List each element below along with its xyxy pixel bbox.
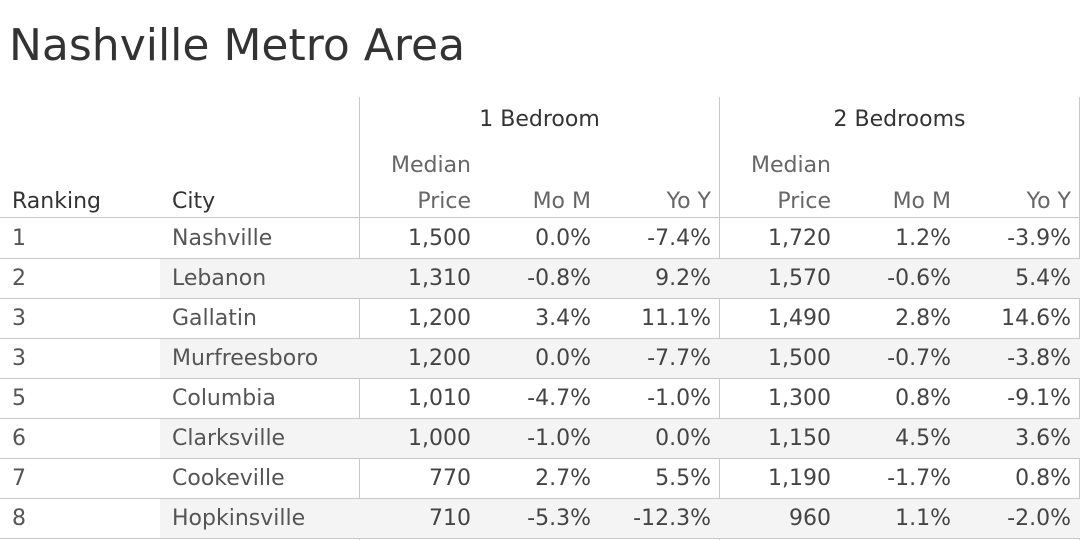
cell-city: Nashville bbox=[172, 226, 273, 251]
cell-city: Cookeville bbox=[172, 466, 285, 491]
cell-b1-price: 770 bbox=[429, 466, 471, 491]
row-divider bbox=[0, 378, 1080, 379]
cell-b1-mom: -0.8% bbox=[527, 266, 591, 291]
cell-b2-yoy: 3.6% bbox=[1015, 426, 1071, 451]
cell-b1-mom: 3.4% bbox=[535, 306, 591, 331]
cell-b2-price: 1,720 bbox=[768, 226, 831, 251]
page-title: Nashville Metro Area bbox=[9, 20, 466, 71]
cell-b1-yoy: -7.4% bbox=[647, 226, 711, 251]
row-divider bbox=[0, 538, 1080, 539]
row-band bbox=[160, 499, 1080, 539]
cell-b1-yoy: -1.0% bbox=[647, 386, 711, 411]
cell-rank: 6 bbox=[12, 426, 26, 451]
cell-b1-mom: 0.0% bbox=[535, 226, 591, 251]
row-divider bbox=[0, 498, 1080, 499]
col-header-b1-median-top: Median bbox=[390, 153, 471, 178]
cell-b2-mom: -0.7% bbox=[887, 346, 951, 371]
cell-b1-yoy: -7.7% bbox=[647, 346, 711, 371]
cell-city: Murfreesboro bbox=[172, 346, 319, 371]
cell-b2-mom: -1.7% bbox=[887, 466, 951, 491]
col-header-b2-median-top: Median bbox=[750, 153, 831, 178]
cell-city: Lebanon bbox=[172, 266, 267, 291]
cell-b1-mom: 0.0% bbox=[535, 346, 591, 371]
row-divider bbox=[0, 418, 1080, 419]
row-divider bbox=[0, 258, 1080, 259]
header-rule-right bbox=[359, 217, 1080, 218]
cell-b1-yoy: 9.2% bbox=[655, 266, 711, 291]
cell-b2-mom: 2.8% bbox=[895, 306, 951, 331]
col-header-b2-mom: Mo M bbox=[892, 189, 951, 214]
cell-rank: 3 bbox=[12, 306, 26, 331]
cell-b2-mom: 1.1% bbox=[895, 506, 951, 531]
col-header-b2-yoy: Yo Y bbox=[1026, 189, 1071, 214]
row-band bbox=[160, 339, 1080, 379]
cell-b1-yoy: 11.1% bbox=[641, 306, 711, 331]
cell-b2-yoy: -3.9% bbox=[1007, 226, 1071, 251]
col-header-ranking: Ranking bbox=[12, 189, 101, 214]
cell-b2-price: 1,500 bbox=[768, 346, 831, 371]
cell-b2-price: 960 bbox=[789, 506, 831, 531]
col-header-b1-mom: Mo M bbox=[532, 189, 591, 214]
row-divider bbox=[0, 458, 1080, 459]
cell-b1-yoy: -12.3% bbox=[633, 506, 711, 531]
cell-b2-mom: 0.8% bbox=[895, 386, 951, 411]
cell-b2-price: 1,150 bbox=[768, 426, 831, 451]
cell-b2-yoy: -2.0% bbox=[1007, 506, 1071, 531]
cell-rank: 5 bbox=[12, 386, 26, 411]
col-header-b1-median-bottom: Price bbox=[417, 189, 471, 214]
cell-b1-price: 1,310 bbox=[408, 266, 471, 291]
col-header-b1-yoy: Yo Y bbox=[666, 189, 711, 214]
row-divider bbox=[0, 298, 1080, 299]
cell-b2-yoy: 0.8% bbox=[1015, 466, 1071, 491]
cell-b2-price: 1,300 bbox=[768, 386, 831, 411]
group-header-1-bedroom: 1 Bedroom bbox=[479, 107, 600, 132]
cell-b1-yoy: 0.0% bbox=[655, 426, 711, 451]
cell-city: Hopkinsville bbox=[172, 506, 306, 531]
cell-b2-yoy: 14.6% bbox=[1001, 306, 1071, 331]
cell-b1-price: 1,200 bbox=[408, 306, 471, 331]
row-band bbox=[160, 259, 1080, 299]
group-divider-left bbox=[359, 97, 360, 540]
cell-rank: 2 bbox=[12, 266, 26, 291]
cell-rank: 3 bbox=[12, 346, 26, 371]
cell-city: Clarksville bbox=[172, 426, 286, 451]
cell-b2-yoy: 5.4% bbox=[1015, 266, 1071, 291]
cell-b2-mom: 4.5% bbox=[895, 426, 951, 451]
cell-b1-yoy: 5.5% bbox=[655, 466, 711, 491]
cell-b1-mom: 2.7% bbox=[535, 466, 591, 491]
cell-b1-price: 1,010 bbox=[408, 386, 471, 411]
cell-b2-price: 1,190 bbox=[768, 466, 831, 491]
cell-b1-price: 1,200 bbox=[408, 346, 471, 371]
col-header-b2-median-bottom: Price bbox=[777, 189, 831, 214]
cell-rank: 1 bbox=[12, 226, 26, 251]
cell-b1-mom: -1.0% bbox=[527, 426, 591, 451]
header-rule-left bbox=[0, 217, 359, 218]
group-header-2-bedrooms: 2 Bedrooms bbox=[833, 107, 966, 132]
cell-city: Columbia bbox=[172, 386, 276, 411]
col-header-city: City bbox=[172, 189, 216, 214]
cell-b2-mom: 1.2% bbox=[895, 226, 951, 251]
row-divider bbox=[0, 338, 1080, 339]
cell-b1-price: 1,000 bbox=[408, 426, 471, 451]
cell-b1-mom: -4.7% bbox=[527, 386, 591, 411]
cell-city: Gallatin bbox=[172, 306, 257, 331]
cell-b2-mom: -0.6% bbox=[887, 266, 951, 291]
cell-b1-mom: -5.3% bbox=[527, 506, 591, 531]
cell-b1-price: 710 bbox=[429, 506, 471, 531]
cell-b2-yoy: -9.1% bbox=[1007, 386, 1071, 411]
cell-rank: 8 bbox=[12, 506, 26, 531]
cell-b2-price: 1,570 bbox=[768, 266, 831, 291]
group-divider-right bbox=[1079, 97, 1080, 540]
cell-b1-price: 1,500 bbox=[408, 226, 471, 251]
cell-rank: 7 bbox=[12, 466, 26, 491]
cell-b2-price: 1,490 bbox=[768, 306, 831, 331]
group-divider-middle bbox=[719, 97, 720, 540]
cell-b2-yoy: -3.8% bbox=[1007, 346, 1071, 371]
row-band bbox=[160, 419, 1080, 459]
